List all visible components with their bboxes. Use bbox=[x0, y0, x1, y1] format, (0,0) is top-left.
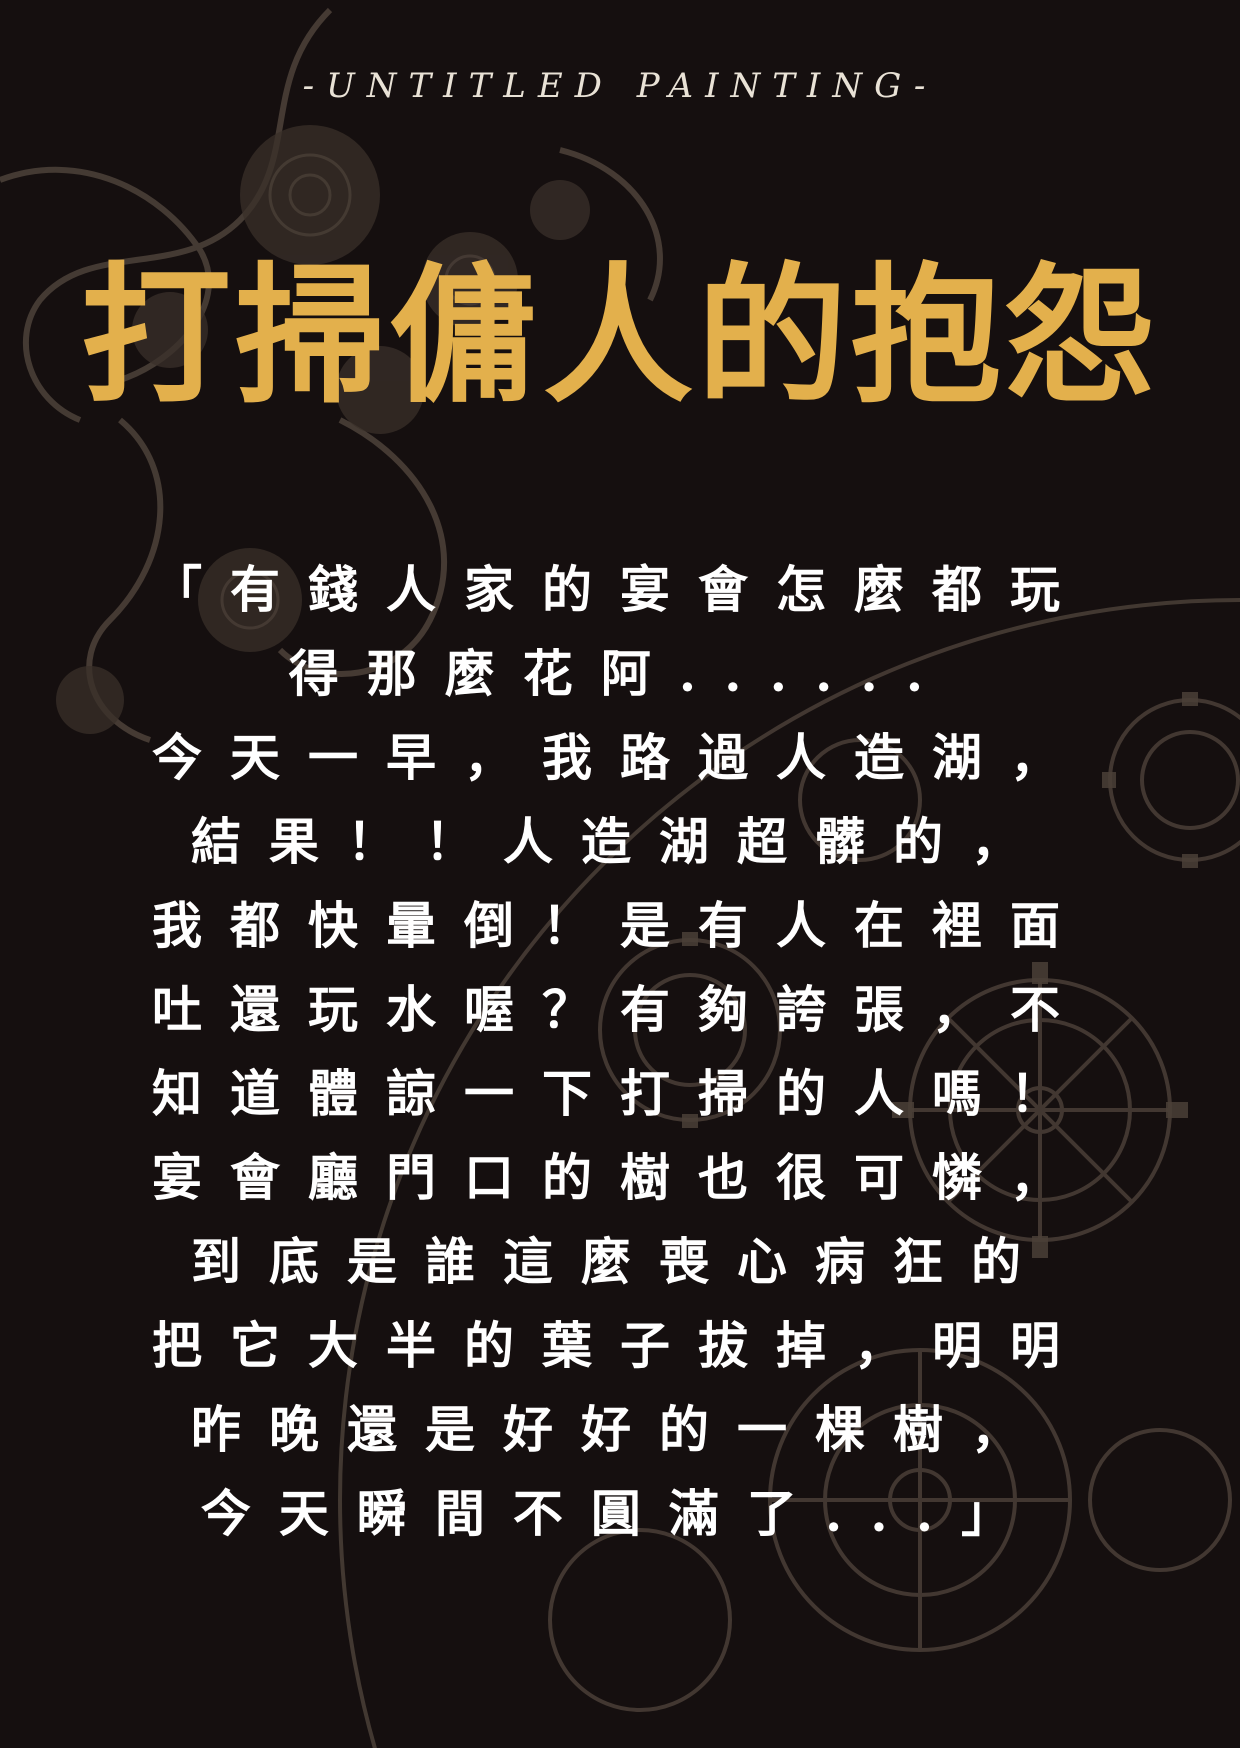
page-title: 打掃傭人的抱怨 bbox=[80, 250, 1159, 424]
quote-line: 到底是誰這麼喪心病狂的 bbox=[191, 1232, 1049, 1291]
quote-line: 宴會廳門口的樹也很可憐， bbox=[152, 1148, 1088, 1207]
subtitle: -UNTITLED PAINTING- bbox=[302, 66, 938, 106]
quote-line: 得那麼花阿...... bbox=[288, 644, 952, 703]
quote-text: 「有錢人家的宴會怎麼都玩 得那麼花阿...... 今天一早，我路過人造湖， 結果… bbox=[0, 548, 1240, 1556]
quote-line: 今天一早，我路過人造湖， bbox=[152, 728, 1088, 787]
quote-line: 知道體諒一下打掃的人嗎！ bbox=[152, 1064, 1088, 1123]
quote-line: 我都快暈倒！是有人在裡面 bbox=[152, 896, 1088, 955]
quote-line: 吐還玩水喔？有夠誇張，不 bbox=[152, 980, 1088, 1039]
quote-line: 「有錢人家的宴會怎麼都玩 bbox=[152, 560, 1088, 619]
quote-line: 結果！！人造湖超髒的， bbox=[191, 812, 1049, 871]
quote-line: 昨晚還是好好的一棵樹， bbox=[191, 1400, 1049, 1459]
quote-line: 把它大半的葉子拔掉，明明 bbox=[152, 1316, 1088, 1375]
quote-line: 今天瞬間不圓滿了...」 bbox=[200, 1484, 1040, 1543]
